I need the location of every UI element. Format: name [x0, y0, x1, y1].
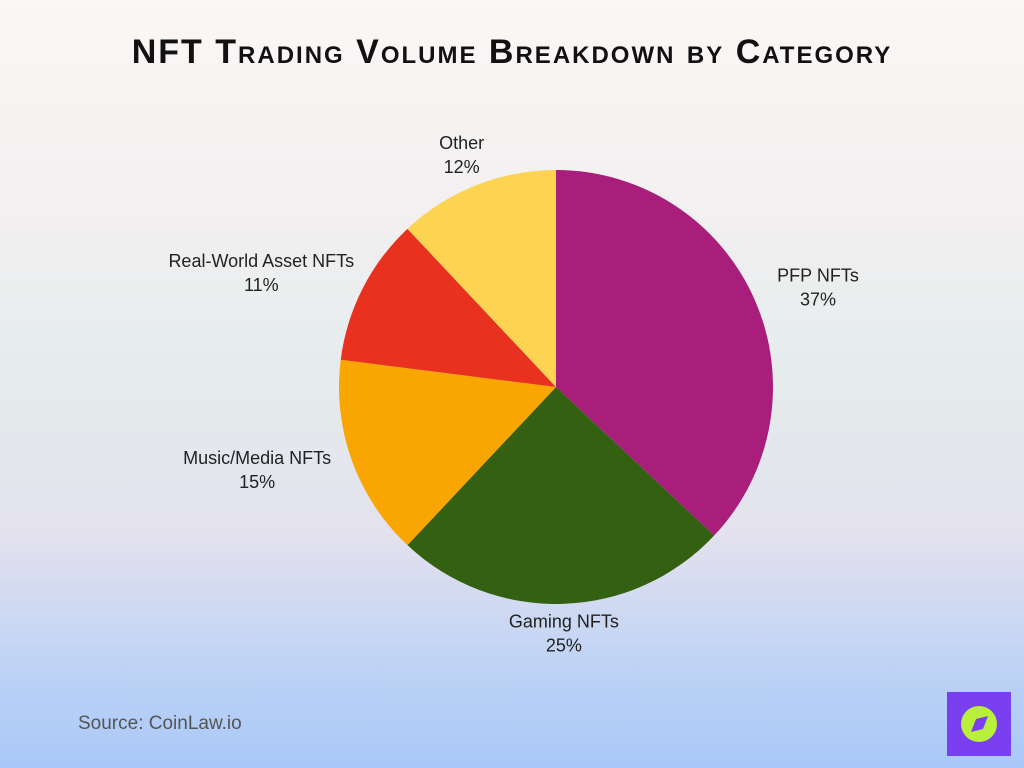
logo	[947, 692, 1011, 756]
pie-slice	[340, 228, 556, 387]
slice-value-label: 25%	[546, 636, 582, 656]
source: Source: CoinLaw.io	[78, 713, 242, 734]
slice-label: Real-World Asset NFTs	[168, 251, 354, 271]
pie-slice	[407, 170, 556, 387]
chart-title: NFT Trading Volume Breakdown by Category	[132, 33, 893, 71]
slice-label: PFP NFTs	[777, 265, 859, 285]
pie-slice	[339, 359, 556, 546]
slice-label: Gaming NFTs	[509, 612, 619, 632]
slice-value-label: 12%	[444, 157, 480, 177]
slice-value-label: 37%	[800, 289, 836, 309]
pie-slice	[556, 170, 773, 536]
logo-needle	[971, 716, 988, 732]
slice-label: Other	[439, 133, 484, 153]
slice-value-label: 11%	[244, 275, 279, 295]
slice-label: Music/Media NFTs	[183, 448, 331, 468]
slice-value-label: 15%	[239, 472, 275, 492]
pie-slice	[407, 387, 715, 604]
